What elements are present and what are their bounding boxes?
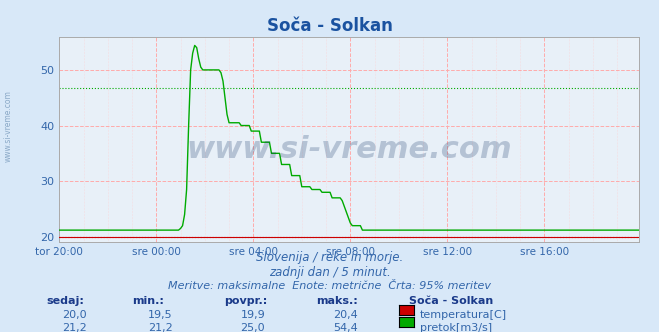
Text: Slovenija / reke in morje.: Slovenija / reke in morje. <box>256 251 403 264</box>
Text: 20,0: 20,0 <box>63 310 87 320</box>
Text: maks.:: maks.: <box>316 296 358 306</box>
Text: povpr.:: povpr.: <box>224 296 268 306</box>
Text: 54,4: 54,4 <box>333 323 358 332</box>
Text: www.si-vreme.com: www.si-vreme.com <box>3 90 13 162</box>
Text: 19,9: 19,9 <box>241 310 266 320</box>
Text: 25,0: 25,0 <box>241 323 265 332</box>
Text: Soča - Solkan: Soča - Solkan <box>266 17 393 35</box>
Text: sedaj:: sedaj: <box>46 296 84 306</box>
Text: pretok[m3/s]: pretok[m3/s] <box>420 323 492 332</box>
Text: temperatura[C]: temperatura[C] <box>420 310 507 320</box>
Text: 21,2: 21,2 <box>148 323 173 332</box>
Text: 20,4: 20,4 <box>333 310 358 320</box>
Text: Soča - Solkan: Soča - Solkan <box>409 296 493 306</box>
Text: min.:: min.: <box>132 296 163 306</box>
Text: www.si-vreme.com: www.si-vreme.com <box>186 135 512 164</box>
Text: zadnji dan / 5 minut.: zadnji dan / 5 minut. <box>269 266 390 279</box>
Text: 21,2: 21,2 <box>63 323 88 332</box>
Text: Meritve: maksimalne  Enote: metrične  Črta: 95% meritev: Meritve: maksimalne Enote: metrične Črta… <box>168 281 491 290</box>
Text: 19,5: 19,5 <box>148 310 173 320</box>
